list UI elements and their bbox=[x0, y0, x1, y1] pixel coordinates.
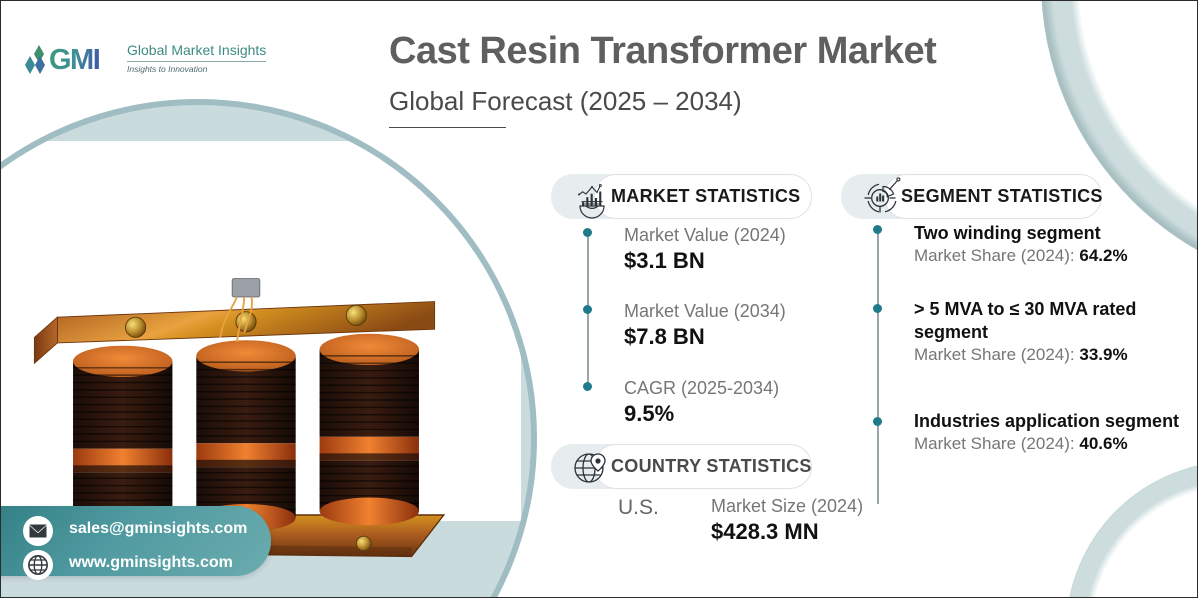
svg-text:GMI: GMI bbox=[49, 44, 100, 76]
